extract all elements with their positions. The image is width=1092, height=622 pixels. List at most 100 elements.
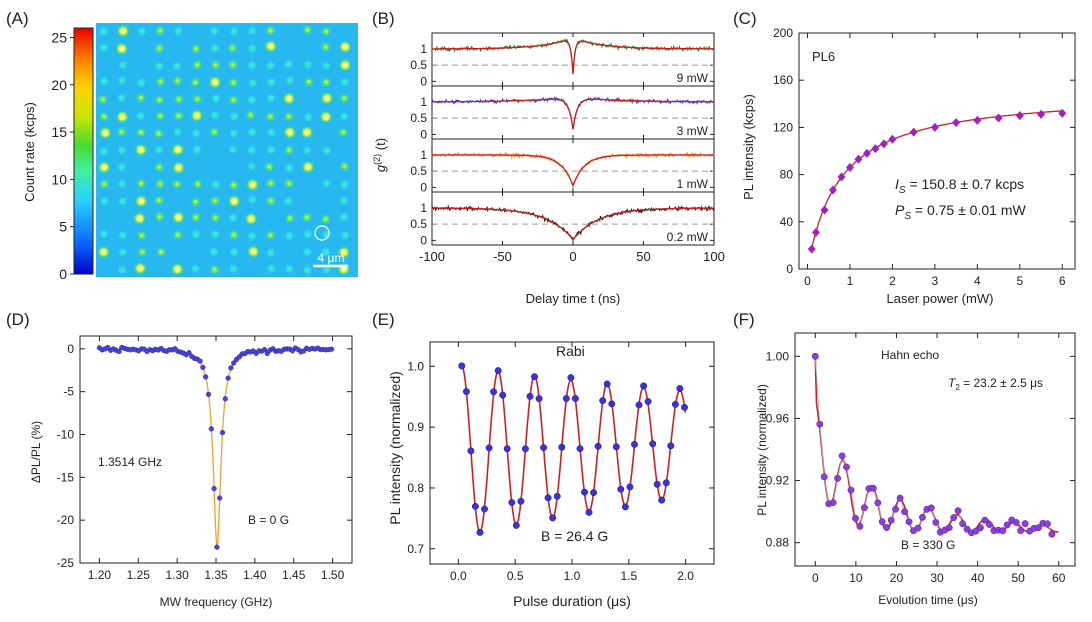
t2-symbol: T: [948, 376, 957, 390]
echo-point: [896, 494, 904, 502]
emitter-spot: [190, 109, 204, 123]
saturation-point: [828, 185, 837, 195]
saturation-point: [909, 127, 918, 137]
x-tick-label: 2.0: [677, 569, 694, 583]
emitter-spot: [153, 128, 165, 140]
emitter-spot: [172, 161, 186, 175]
emitter-spot: [301, 211, 313, 223]
g2-ylabel: g(2) (t): [372, 138, 388, 172]
y-tick-label: 200: [773, 26, 793, 40]
emitter-spot: [135, 111, 146, 121]
saturation-point: [879, 139, 888, 149]
is-sub: S: [899, 185, 906, 196]
colorbar-tick-label: 20: [51, 77, 67, 93]
emitter-spot: [227, 59, 239, 71]
emitter-spot: [192, 178, 204, 190]
y-tick-label: 40: [780, 215, 794, 229]
emitter-spot: [247, 43, 258, 54]
echo-plot: 0 10 20 30 40 50 60 0.88 0.92 0.96 1.00: [766, 332, 1076, 585]
odmr-point: [200, 364, 206, 371]
rabi-point: [635, 401, 643, 409]
x-tick-label: 1.20: [88, 568, 112, 582]
y-tick-label: 0: [420, 180, 427, 194]
emitter-spot: [209, 25, 220, 36]
odmr-fit-line: [99, 348, 333, 548]
emitter-spot: [245, 109, 257, 121]
rabi-point: [512, 521, 520, 529]
emitter-spot: [338, 40, 352, 54]
emitter-spot: [266, 144, 276, 155]
y-tick-label: 0.9: [407, 420, 424, 434]
echo-title: Hahn echo: [881, 348, 939, 362]
g2-power-label: 9 mW: [677, 71, 709, 85]
rabi-point: [617, 485, 625, 493]
rabi-point: [599, 397, 607, 405]
echo-point: [856, 523, 864, 530]
emitter-spot: [322, 145, 332, 156]
emitter-spot: [247, 231, 257, 241]
emitter-spot: [97, 94, 109, 105]
y-tick-label: 0.5: [410, 164, 427, 178]
y-tick-label: -20: [57, 513, 75, 527]
emitter-spot: [171, 178, 183, 190]
emitter-spot: [246, 245, 260, 258]
emitter-spot: [133, 261, 147, 275]
rabi-point: [553, 492, 561, 500]
emitter-spot: [135, 178, 147, 189]
scalebar-label: 4 μm: [318, 251, 345, 265]
echo-point: [838, 452, 846, 460]
x-tick-label: 1.45: [282, 568, 306, 582]
y-tick-label: 1.00: [766, 349, 790, 363]
emitter-spot: [283, 196, 293, 207]
saturation-point: [1058, 108, 1067, 118]
odmr-point: [211, 486, 217, 492]
emitter-spot: [210, 43, 220, 53]
saturation-ylabel: PL intensity (kcps): [741, 94, 756, 200]
echo-point: [919, 513, 926, 521]
echo-point: [1044, 520, 1051, 528]
y-tick-label: 0: [420, 233, 427, 247]
emitter-spot: [339, 160, 350, 172]
emitter-spot: [154, 61, 164, 72]
emitter-spot: [155, 76, 167, 88]
emitter-spot: [211, 93, 221, 104]
saturation-point: [837, 172, 846, 182]
emitter-spot: [154, 94, 166, 106]
emitter-spot: [339, 111, 349, 122]
rabi-point: [549, 514, 557, 522]
odmr-xlabel: MW frequency (GHz): [160, 595, 273, 609]
emitter-spot: [264, 39, 278, 53]
y-tick-label: 120: [773, 120, 793, 134]
echo-xlabel: Evolution time (μs): [878, 593, 978, 607]
rabi-ylabel: PL intensity (normalized): [387, 371, 403, 525]
emitter-spot: [117, 75, 127, 86]
x-tick-label: 1.25: [127, 568, 151, 582]
y-tick-label: 0.96: [766, 411, 790, 425]
x-tick-label: 40: [971, 571, 985, 585]
odmr-point: [225, 375, 231, 381]
y-tick-label: 0.88: [766, 536, 790, 550]
x-tick-label: 60: [1052, 571, 1066, 585]
ps-symbol: P: [895, 202, 905, 218]
emitter-spot: [303, 60, 313, 70]
echo-point: [1003, 521, 1011, 529]
y-tick-label: 1: [420, 95, 427, 109]
emitter-spot: [338, 58, 352, 72]
emitter-spot: [321, 178, 332, 189]
is-symbol: I: [895, 176, 899, 192]
emitter-spot: [209, 195, 221, 207]
rabi-point: [571, 395, 579, 402]
rabi-ann-field: B = 26.4 G: [541, 528, 608, 544]
emitter-spot: [134, 194, 148, 208]
emitter-spot: [283, 59, 294, 69]
emitter-spot: [285, 75, 295, 86]
emitter-spot: [284, 212, 296, 224]
y-tick-label: -15: [57, 470, 75, 484]
emitter-spot: [265, 60, 276, 71]
odmr-ylabel: ΔPL/PL (%): [29, 421, 43, 483]
odmr-point: [231, 360, 237, 366]
saturation-point: [1015, 111, 1024, 121]
y-tick-label: 1.0: [407, 359, 424, 373]
emitter-spot: [340, 77, 350, 87]
emitter-spot: [247, 25, 258, 36]
